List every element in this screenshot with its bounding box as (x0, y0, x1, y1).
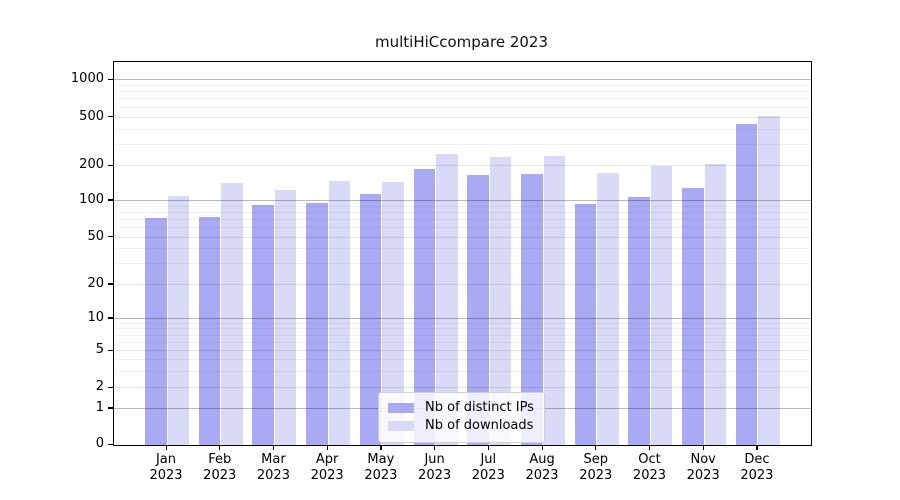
bar-distinct-ips-jan (145, 217, 167, 445)
gridline-500 (114, 116, 811, 118)
bar-downloads-nov (704, 163, 727, 445)
x-tick-mark-aug (541, 445, 543, 450)
y-tick-mark-10 (108, 317, 114, 319)
x-tick-label-apr: Apr 2023 (310, 452, 344, 483)
bar-distinct-ips-sep (574, 203, 597, 445)
y-tick-mark-200 (108, 164, 114, 167)
x-tick-mark-jan (165, 445, 167, 450)
x-tick-label-feb: Feb 2023 (203, 452, 237, 483)
y-tick-label-20: 20 (87, 275, 104, 291)
x-tick-mark-mar (272, 445, 275, 450)
bar-distinct-ips-mar (252, 204, 274, 445)
legend-label-distinct-ips: Nb of distinct IPs (425, 400, 534, 415)
legend-swatch-downloads (388, 420, 414, 431)
bar-distinct-ips-feb (198, 216, 221, 445)
gridline-700 (114, 98, 811, 100)
x-tick-label-nov: Nov 2023 (686, 452, 720, 483)
bar-distinct-ips-may (359, 193, 382, 445)
y-tick-mark-20 (108, 283, 114, 285)
bar-downloads-may (382, 181, 404, 445)
x-tick-label-oct: Oct 2023 (632, 452, 667, 483)
x-tick-label-dec: Dec 2023 (740, 452, 774, 483)
bar-downloads-sep (597, 172, 619, 445)
bar-downloads-jan (167, 196, 189, 445)
y-tick-label-0: 0 (95, 436, 104, 451)
x-tick-mark-jun (434, 445, 436, 450)
bar-downloads-apr (328, 180, 351, 445)
plot-area (113, 61, 812, 446)
y-tick-label-1: 1 (95, 399, 104, 415)
gridline-1000 (114, 79, 811, 81)
legend-label-downloads: Nb of downloads (425, 418, 534, 433)
bar-distinct-ips-jul (467, 175, 489, 445)
x-tick-mark-dec (756, 445, 758, 450)
bar-downloads-oct (650, 166, 673, 445)
y-tick-label-200: 200 (79, 157, 104, 173)
x-tick-label-mar: Mar 2023 (256, 452, 290, 483)
legend-swatch-distinct-ips (388, 402, 414, 413)
y-tick-label-2: 2 (95, 379, 104, 394)
bar-distinct-ips-jun (413, 168, 436, 445)
y-tick-mark-1 (108, 407, 114, 409)
x-tick-label-jun: Jun 2023 (418, 452, 452, 483)
y-tick-label-1000: 1000 (70, 71, 104, 86)
legend-item-downloads: Nb of downloads (388, 418, 535, 433)
bar-downloads-jul (489, 157, 512, 445)
gridline-600 (114, 106, 811, 108)
chart-title: multiHiCcompare 2023 (374, 33, 548, 51)
gridline-300 (114, 143, 811, 145)
x-tick-label-may: May 2023 (364, 452, 398, 483)
y-tick-label-10: 10 (87, 309, 104, 325)
bar-distinct-ips-nov (682, 187, 704, 445)
legend-item-distinct-ips: Nb of distinct IPs (388, 400, 535, 415)
legend: Nb of distinct IPs Nb of downloads (378, 392, 545, 443)
y-tick-mark-1000 (108, 78, 114, 80)
x-tick-mark-apr (326, 445, 328, 450)
y-tick-mark-5 (108, 349, 114, 351)
bar-downloads-mar (274, 189, 297, 445)
x-tick-mark-nov (702, 445, 704, 450)
y-tick-mark-0 (108, 443, 114, 445)
bar-distinct-ips-aug (521, 174, 543, 445)
x-tick-label-aug: Aug 2023 (525, 452, 559, 483)
y-tick-mark-100 (108, 199, 114, 201)
x-tick-mark-oct (648, 445, 651, 450)
bar-downloads-feb (221, 183, 243, 445)
x-tick-label-jan: Jan 2023 (149, 452, 183, 483)
x-tick-label-sep: Sep 2023 (579, 452, 613, 483)
bar-downloads-jun (436, 154, 458, 445)
y-tick-label-50: 50 (87, 228, 104, 244)
y-tick-mark-50 (108, 236, 114, 238)
x-tick-label-jul: Jul 2023 (471, 452, 505, 483)
bar-distinct-ips-dec (735, 123, 758, 445)
bar-downloads-aug (543, 156, 566, 445)
gridline-800 (114, 91, 811, 93)
y-tick-label-5: 5 (95, 342, 104, 358)
y-tick-label-100: 100 (79, 191, 104, 207)
x-tick-mark-may (380, 445, 382, 450)
bar-distinct-ips-apr (306, 203, 328, 445)
gridline-900 (114, 84, 811, 86)
x-tick-mark-sep (595, 445, 597, 450)
bar-distinct-ips-oct (628, 197, 650, 445)
x-tick-mark-feb (219, 445, 221, 450)
bar-downloads-dec (758, 115, 780, 445)
y-tick-mark-500 (108, 116, 114, 118)
y-tick-mark-2 (108, 386, 114, 388)
y-tick-label-500: 500 (79, 108, 104, 124)
gridline-400 (114, 128, 811, 130)
x-tick-mark-jul (487, 445, 489, 450)
